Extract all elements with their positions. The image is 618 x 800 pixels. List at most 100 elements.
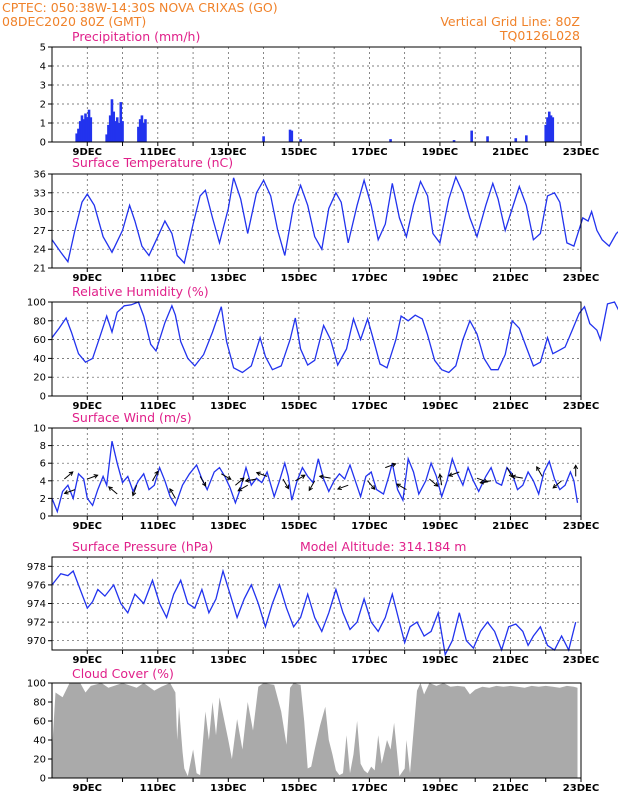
wind-arrow-shaft [367,480,376,490]
wind-arrow-shaft [282,478,289,489]
wind-arrow-head [370,485,376,491]
wind-date-label: 15DEC [281,521,317,532]
cloud-title: Cloud Cover (%) [72,666,174,681]
precip-bar [288,129,292,142]
temp-date-label: 15DEC [281,273,317,284]
wind-arrow-head [433,482,439,487]
wind-arrow-head [154,470,159,476]
rh-date-label: 19DEC [422,401,458,412]
cloud-ytick-label: 60 [33,717,46,728]
cloud-ytick-label: 0 [40,774,46,785]
temp-date-label: 19DEC [422,273,458,284]
precip-bar [142,123,145,142]
pressure-series-line [51,568,577,657]
wind-arrow-shaft [552,480,562,489]
cloud-frame [51,682,582,779]
wind-ytick-label: 8 [40,441,46,452]
wind-arrow-shaft [439,474,443,486]
wind-arrow-shaft [152,471,159,482]
wind-arrow-head [169,487,174,493]
wind-arrow-shaft [429,478,439,487]
header-location: CPTEC: 050:38W-14:30S NOVA CRIXAS (GO) [2,0,278,15]
wind-arrow-head [244,478,250,483]
precip-bar [140,115,144,142]
precip-bar [85,117,89,142]
header-grid-line-note: Vertical Grid Line: 80Z [440,14,580,29]
precip-bar [80,115,84,142]
precip-bar [77,128,80,142]
precip-date-label: 11DEC [140,147,176,158]
precip-bar [107,124,110,142]
header-run-time: 08DEC2020 80Z (GMT) [2,14,146,29]
cloud-area-fill [52,683,578,778]
precip-bar [389,139,392,142]
precip-ytick-label: 1 [40,119,46,130]
wind-arrow-head [438,473,443,479]
wind-arrow-head [108,486,113,491]
temp-date-label: 17DEC [351,273,387,284]
precip-bar [299,139,302,142]
temp-date-label: 13DEC [210,273,246,284]
wind-arrow-head [479,479,485,485]
pressure-date-label: 13DEC [210,655,246,666]
wind-arrow-shaft [199,476,207,487]
wind-arrow-shaft [245,478,257,482]
precip-bar [75,133,78,142]
pressure-ytick-label: 976 [27,580,46,591]
rh-ytick-label: 0 [40,392,46,403]
wind-arrow-head [536,465,541,471]
rh-date-label: 23DEC [563,401,599,412]
wind-ytick-label: 0 [40,512,46,523]
cloud-date-label: 11DEC [140,783,176,794]
wind-arrow-shaft [480,480,492,484]
wind-date-label: 21DEC [492,521,528,532]
precip-bar [549,115,553,142]
rh-date-label: 15DEC [281,401,317,412]
rh-panel: 0 20 40 60 80 100 9DEC 11DEC 13DEC 15DEC 17DEC 19DE… [27,298,618,412]
wind-arrow-head [448,472,454,477]
wind-arrow-shaft [511,475,523,479]
precip-date-label: 13DEC [210,147,246,158]
temp-date-label: 23DEC [563,273,599,284]
precip-bar [470,130,473,142]
temp-date-label: 9DEC [73,273,102,284]
rh-title: Relative Humidity (%) [72,284,209,299]
rh-ytick-label: 60 [33,335,46,346]
pressure-date-label: 11DEC [140,655,176,666]
wind-arrow-shaft [308,480,316,491]
wind-arrow-head [201,481,207,487]
wind-arrow-shaft [64,489,76,494]
wind-arrow-head [396,483,401,488]
precip-bar [117,123,121,142]
precip-bar [525,135,528,142]
precip-bar [144,119,147,142]
rh-series-line [51,301,618,374]
precip-date-label: 21DEC [492,147,528,158]
wind-arrow-head [239,477,245,483]
rh-date-label: 17DEC [351,401,387,412]
precip-date-label: 15DEC [281,147,317,158]
wind-arrow-shaft [337,484,349,490]
precip-bar [119,102,123,142]
cloud-date-label: 17DEC [351,783,387,794]
wind-arrow-head [510,474,516,480]
precip-bar [547,111,551,142]
wind-arrow-shaft [385,463,396,469]
precip-bar [108,115,112,142]
wind-arrow-shaft [319,475,331,479]
cloud-date-label: 21DEC [492,783,528,794]
wind-arrow-shaft [448,471,460,477]
precip-panel: 0 1 2 3 4 5 9DEC 11DEC 13DEC 15DEC 17DEC 19DEC 21DEC… [40,43,600,159]
pressure-date-label: 23DEC [563,655,599,666]
cloud-ytick-label: 80 [33,698,46,709]
wind-arrow-head [255,471,261,476]
precip-bar [84,113,87,142]
temp-date-label: 21DEC [492,273,528,284]
wind-date-label: 13DEC [210,521,246,532]
wind-arrow-shaft [132,485,138,496]
precip-ytick-label: 2 [40,100,46,111]
precip-bar [544,124,548,142]
wind-ytick-label: 4 [40,476,46,487]
cloud-ytick-label: 100 [27,679,46,690]
wind-arrow-head [552,483,558,489]
